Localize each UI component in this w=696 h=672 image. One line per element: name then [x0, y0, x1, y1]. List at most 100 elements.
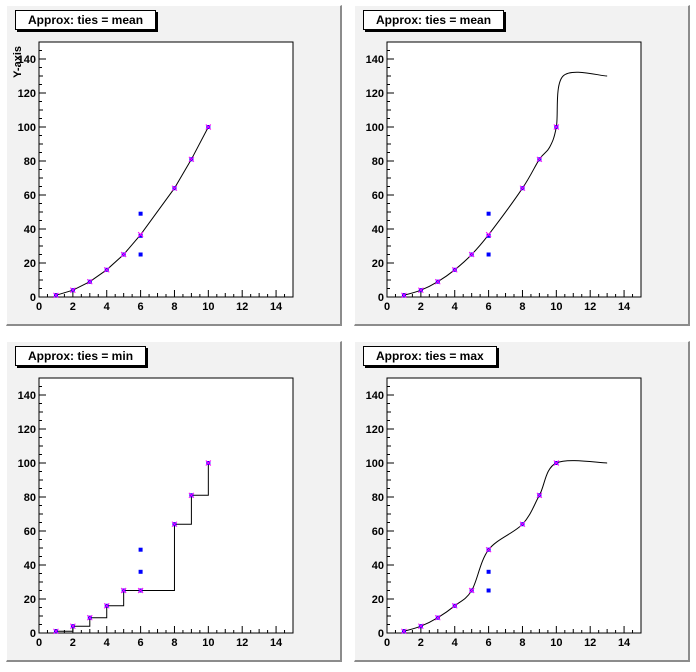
y-axis-label: Y-axis	[12, 46, 24, 78]
x-tick-label: 6	[486, 301, 492, 313]
approx-point	[451, 602, 458, 609]
x-tick-label: 0	[384, 301, 390, 313]
y-tick-label: 0	[378, 292, 384, 304]
approx-point	[120, 251, 127, 258]
approx-point	[434, 614, 441, 621]
data-point	[138, 211, 143, 216]
y-tick-label: 80	[24, 492, 36, 504]
approx-point	[468, 587, 475, 594]
approx-point	[468, 251, 475, 258]
approx-point	[53, 292, 59, 299]
chart-title: Approx: ties = min	[15, 346, 147, 366]
approx-point	[485, 231, 492, 238]
y-tick-label: 120	[18, 424, 36, 436]
y-tick-label: 40	[24, 560, 36, 572]
y-tick-label: 0	[378, 628, 384, 640]
y-tick-label: 100	[366, 122, 384, 134]
data-point	[486, 569, 491, 574]
approx-point	[553, 124, 560, 130]
y-tick-label: 0	[30, 628, 36, 640]
approx-point	[188, 492, 195, 499]
data-point	[486, 211, 491, 216]
x-tick-label: 6	[486, 637, 492, 649]
x-tick-label: 0	[36, 637, 42, 649]
y-tick-label: 120	[18, 88, 36, 100]
approx-point	[53, 628, 59, 635]
data-point	[138, 233, 143, 238]
approx-point	[519, 521, 526, 528]
approx-point	[137, 231, 144, 238]
y-tick-label: 140	[366, 390, 384, 402]
y-tick-label: 100	[18, 458, 36, 470]
x-tick-label: 8	[171, 301, 177, 313]
plot-frame	[386, 377, 642, 634]
data-point	[486, 588, 491, 593]
y-tick-label: 20	[24, 258, 36, 270]
y-tick-label: 80	[24, 156, 36, 168]
approx-point	[401, 292, 407, 299]
plot-frame	[38, 377, 294, 634]
approx-point	[536, 492, 543, 499]
approx-point	[418, 623, 424, 630]
y-tick-label: 20	[372, 258, 384, 270]
x-tick-label: 10	[550, 637, 562, 649]
data-point	[486, 233, 491, 238]
x-tick-label: 4	[452, 301, 459, 313]
y-tick-label: 120	[366, 424, 384, 436]
chart-title: Approx: ties = max	[363, 346, 497, 366]
x-tick-label: 6	[138, 301, 144, 313]
pad-top-right: Approx: ties = mean 0 2 4 6 8 10 12 14 0 20 40 60 80…	[354, 5, 690, 326]
y-tick-label: 40	[24, 224, 36, 236]
y-tick-label: 20	[24, 594, 36, 606]
y-tick-label: 80	[372, 156, 384, 168]
x-tick-label: 14	[618, 637, 631, 649]
x-tick-label: 12	[236, 301, 248, 313]
y-tick-label: 140	[366, 54, 384, 66]
approx-point	[171, 521, 178, 528]
approx-point	[205, 124, 212, 130]
x-tick-label: 8	[519, 301, 525, 313]
approx-point	[536, 156, 543, 163]
x-tick-label: 2	[70, 301, 76, 313]
x-tick-label: 10	[550, 301, 562, 313]
y-tick-label: 60	[372, 526, 384, 538]
chart-title: Approx: ties = mean	[15, 10, 157, 30]
plot-frame	[38, 41, 294, 298]
y-tick-label: 40	[372, 224, 384, 236]
approx-point	[519, 185, 526, 192]
pad-top-left: Approx: ties = mean 0 2 4 6 8 10 12 14 0 20 40 60 80…	[6, 5, 342, 326]
approx-point	[86, 614, 93, 621]
approx-point	[103, 266, 110, 273]
approx-point	[103, 602, 110, 609]
y-tick-label: 80	[372, 492, 384, 504]
data-point	[138, 547, 143, 552]
chart-title: Approx: ties = mean	[363, 10, 505, 30]
approx-point	[553, 460, 560, 466]
x-tick-label: 4	[104, 637, 111, 649]
x-tick-label: 4	[452, 637, 459, 649]
approx-point	[434, 278, 441, 285]
data-point	[486, 252, 491, 257]
approx-point	[70, 623, 76, 630]
data-point	[138, 252, 143, 257]
y-tick-label: 40	[372, 560, 384, 572]
x-tick-label: 0	[384, 637, 390, 649]
y-tick-label: 60	[372, 190, 384, 202]
x-tick-label: 6	[138, 637, 144, 649]
x-tick-label: 10	[202, 301, 214, 313]
y-tick-label: 100	[366, 458, 384, 470]
approx-point	[137, 587, 144, 594]
x-tick-label: 12	[584, 301, 596, 313]
x-tick-label: 2	[418, 301, 424, 313]
interpolation-curve	[403, 460, 608, 632]
approx-point	[451, 266, 458, 273]
approx-point	[171, 185, 178, 192]
y-tick-label: 60	[24, 526, 36, 538]
pad-bottom-right: Approx: ties = max 0 2 4 6 8 10 12 14 0 20 40 60 80 1…	[354, 341, 690, 662]
approx-point	[70, 287, 76, 294]
x-tick-label: 14	[270, 301, 283, 313]
x-tick-label: 12	[584, 637, 596, 649]
x-tick-label: 2	[70, 637, 76, 649]
